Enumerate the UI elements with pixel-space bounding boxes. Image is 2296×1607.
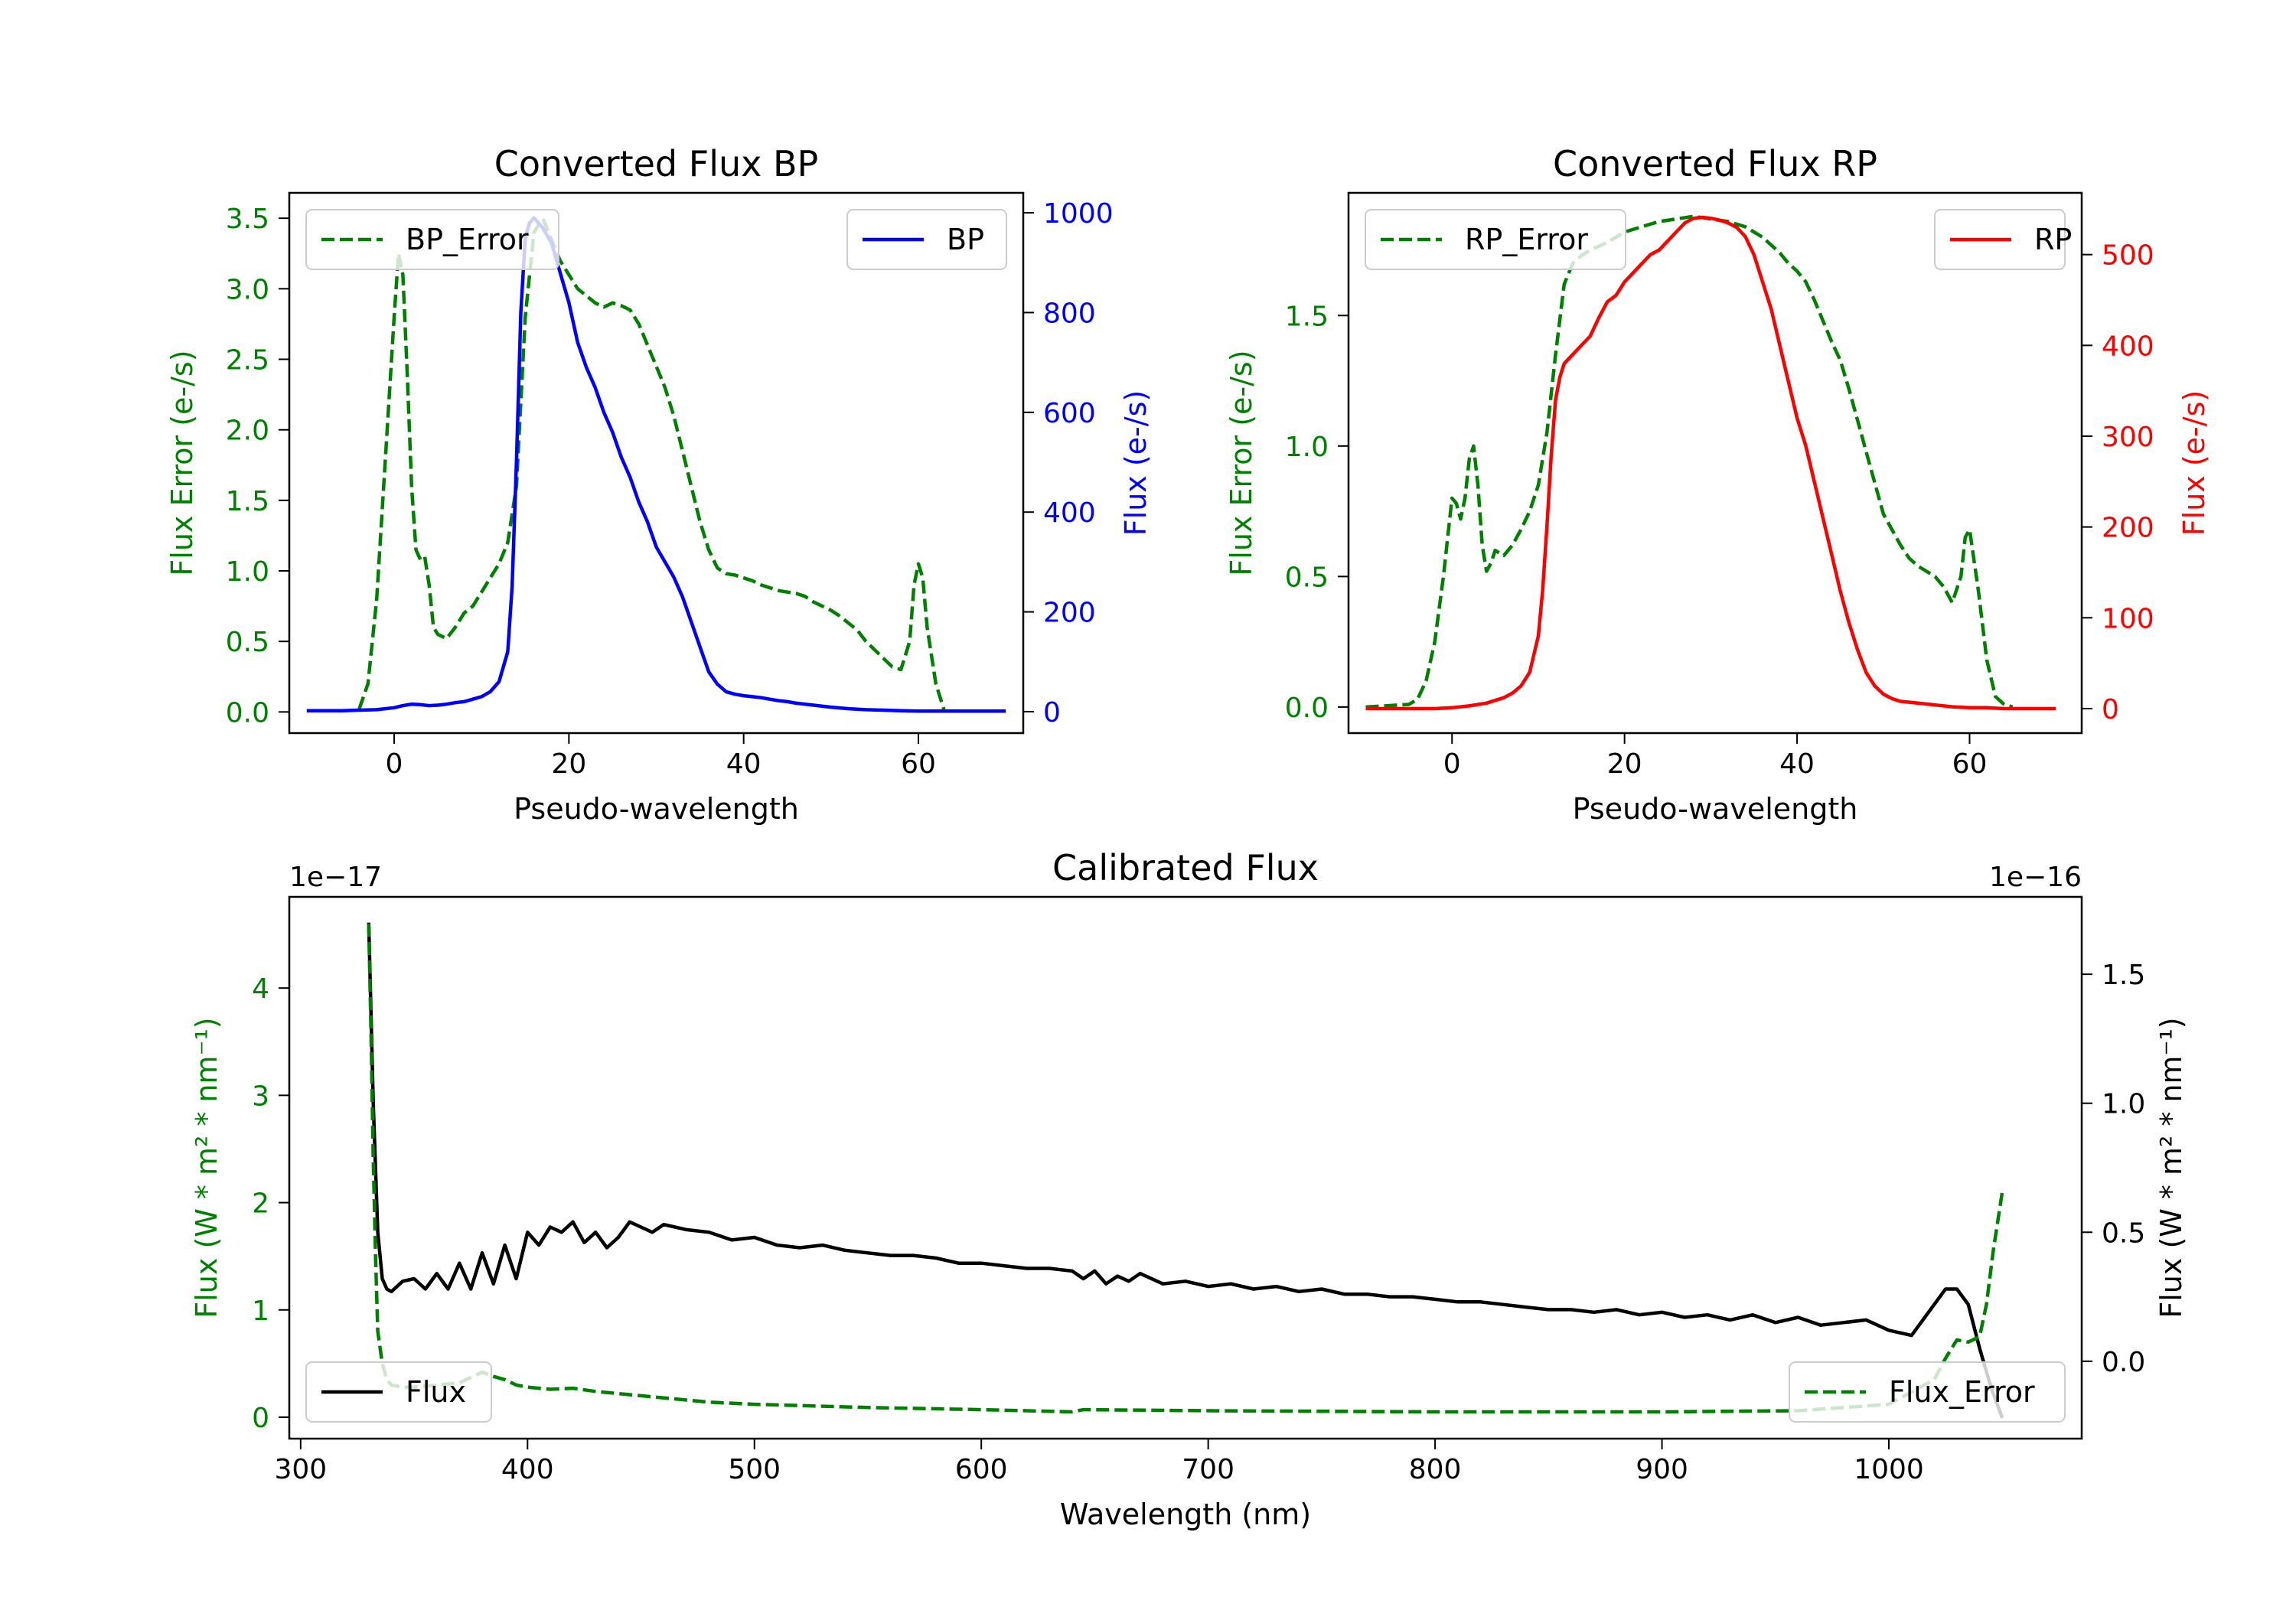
chart-title: Calibrated Flux (1052, 847, 1319, 888)
right-axis-offset: 1e−16 (1989, 862, 2082, 893)
left-tick-label: 1.0 (226, 556, 269, 588)
right-tick-label: 200 (2102, 513, 2154, 544)
x-axis-label: Wavelength (nm) (1060, 1498, 1311, 1531)
legend-label: Flux_Error (1889, 1375, 2035, 1409)
right-tick-label: 0 (1043, 697, 1061, 729)
legend-box (305, 209, 559, 270)
right-tick-label: 100 (2102, 603, 2154, 634)
right-tick-label: 0.0 (2102, 1347, 2145, 1378)
x-tick-label: 40 (726, 748, 762, 780)
legend-flux: Flux (305, 1361, 492, 1423)
legend-label: BP (947, 223, 984, 256)
right-axis-label: Flux (W * m² * nm⁻¹) (2154, 1017, 2188, 1318)
left-axis-label: Flux Error (e-/s) (165, 350, 199, 575)
x-tick-label: 900 (1636, 1454, 1688, 1485)
right-tick-label: 0.5 (2102, 1217, 2145, 1249)
right-axis-label: Flux (e-/s) (2177, 390, 2211, 536)
left-tick-label: 3.0 (226, 274, 269, 305)
left-tick-label: 2 (252, 1188, 269, 1220)
right-tick-label: 800 (1043, 298, 1096, 329)
left-tick-label: 1.5 (226, 486, 269, 517)
series-line-bp (306, 216, 1006, 713)
right-tick-label: 1000 (1043, 198, 1114, 230)
x-tick-label: 0 (386, 748, 403, 780)
x-tick-label: 500 (728, 1454, 781, 1485)
left-tick-label: 1 (252, 1296, 269, 1327)
legend-rp: RP (1934, 209, 2072, 270)
left-tick-label: 3 (252, 1081, 269, 1112)
panel-cal: 300 400 500 600 700 800 900 1000 0 1 2 3 4 0.0 0.5 1.0 1… (190, 847, 2188, 1531)
x-tick-label: 20 (551, 748, 586, 780)
right-tick-label: 400 (1043, 497, 1096, 529)
x-tick-label: 300 (274, 1454, 327, 1485)
left-tick-label: 2.0 (226, 416, 269, 447)
right-tick-label: 300 (2102, 422, 2154, 453)
legend-label: RP_Error (1465, 223, 1588, 256)
left-tick-label: 2.5 (226, 345, 269, 376)
right-tick-label: 500 (2102, 240, 2154, 272)
axes-frame (288, 895, 2083, 1440)
x-axis-label: Pseudo-wavelength (514, 792, 799, 826)
chart-title: Converted Flux BP (494, 143, 819, 184)
left-axis-label: Flux (W * m² * nm⁻¹) (190, 1017, 223, 1318)
left-tick-label: 1.5 (1285, 301, 1329, 332)
legend-bp: BP (846, 209, 1007, 270)
left-tick-label: 0 (252, 1403, 269, 1434)
left-tick-label: 1.0 (1285, 432, 1329, 463)
x-tick-label: 60 (1952, 748, 1988, 780)
right-tick-label: 1.5 (2102, 960, 2145, 991)
legend-label: BP_Error (406, 223, 529, 256)
legend-bp-error: BP_Error (305, 209, 559, 270)
x-tick-label: 600 (955, 1454, 1008, 1485)
left-tick-label: 0.5 (226, 627, 269, 658)
right-tick-label: 400 (2102, 331, 2154, 362)
right-tick-label: 0 (2102, 694, 2119, 725)
x-tick-label: 0 (1443, 748, 1461, 780)
left-axis-label: Flux Error (e-/s) (1225, 350, 1258, 575)
left-tick-label: 0.5 (1285, 562, 1329, 593)
x-tick-label: 60 (901, 748, 936, 780)
panel-bp: 0 20 40 60 0.0 0.5 1.0 1.5 2.0 2.5 3.0 3.5 0 200 400 60… (165, 143, 1153, 826)
series-line-rp (1365, 215, 2056, 711)
axes-frame (1347, 191, 2083, 735)
legend-box (846, 209, 1007, 270)
legend-box (305, 1361, 492, 1423)
left-axis-offset: 1e−17 (289, 862, 382, 893)
legend-flux-error: Flux_Error (1789, 1361, 2066, 1423)
legend-label: RP (2034, 223, 2072, 256)
series-line-flux (367, 922, 2004, 1419)
legend-box (1789, 1361, 2066, 1423)
axes-frame (288, 191, 1025, 735)
right-axis-label: Flux (e-/s) (1119, 390, 1153, 536)
chart-title: Converted Flux RP (1553, 143, 1877, 184)
left-tick-label: 3.5 (226, 204, 269, 235)
x-tick-label: 400 (501, 1454, 554, 1485)
series-line-bp-error (357, 216, 947, 712)
x-tick-label: 1000 (1854, 1454, 1924, 1485)
right-tick-label: 200 (1043, 598, 1096, 629)
left-tick-label: 0.0 (1285, 693, 1329, 724)
legend-label: Flux (406, 1375, 466, 1409)
left-tick-label: 0.0 (226, 697, 269, 729)
x-axis-label: Pseudo-wavelength (1573, 792, 1858, 826)
panel-rp: 0 20 40 60 0.0 0.5 1.0 1.5 0 100 200 300 400 500 Conve… (1225, 143, 2211, 826)
legend-rp-error: RP_Error (1365, 209, 1626, 270)
x-tick-label: 20 (1607, 748, 1642, 780)
right-tick-label: 1.0 (2102, 1089, 2145, 1120)
x-tick-label: 700 (1182, 1454, 1234, 1485)
legend-box (1365, 209, 1626, 270)
x-tick-label: 40 (1779, 748, 1815, 780)
right-tick-label: 600 (1043, 398, 1096, 429)
x-tick-label: 800 (1409, 1454, 1462, 1485)
left-tick-label: 4 (252, 973, 269, 1005)
